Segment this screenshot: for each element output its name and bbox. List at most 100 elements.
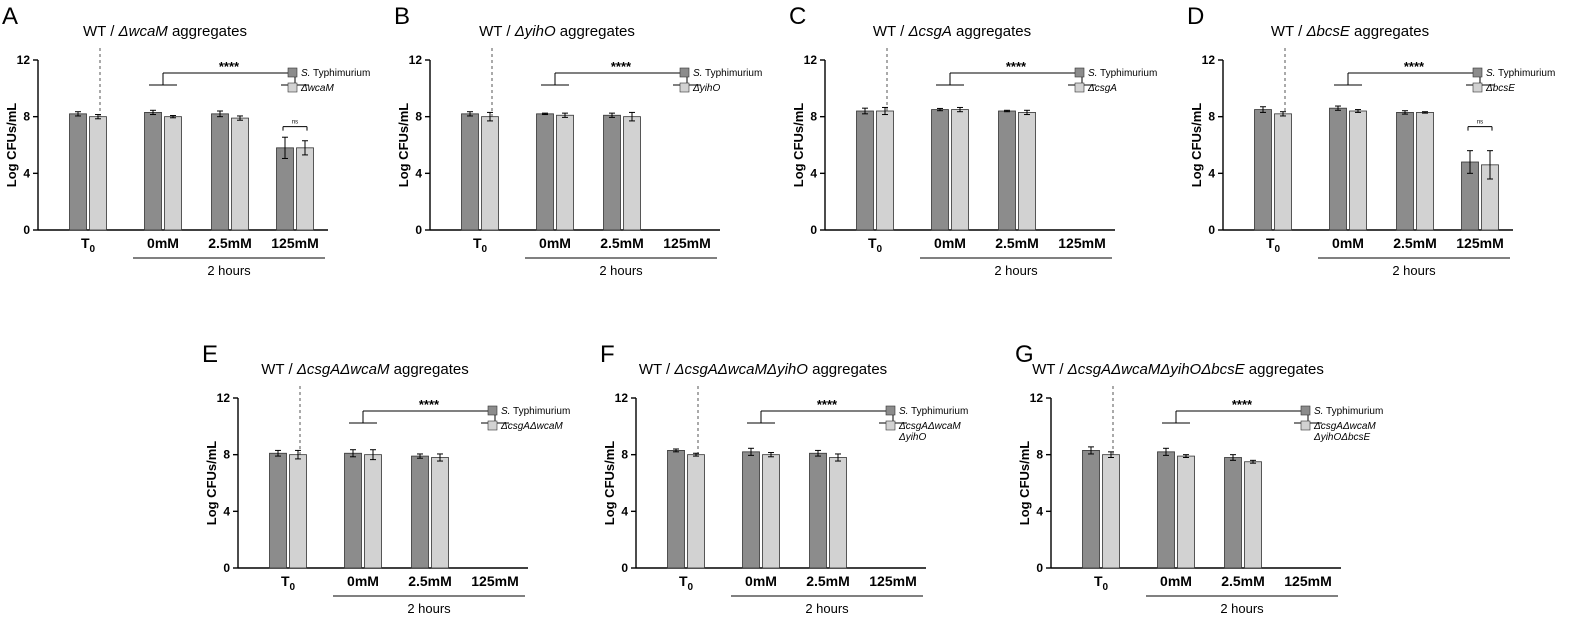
bar: [951, 109, 969, 231]
panel-letter: B: [394, 3, 410, 30]
y-axis-label: Log CFUs/mL: [1017, 441, 1032, 526]
bar: [1274, 113, 1292, 231]
bar: [1018, 112, 1036, 231]
x-tick-label: 2.5mM: [408, 573, 452, 589]
bar: [931, 109, 949, 231]
y-tick-label: 0: [621, 561, 628, 575]
x-tick-sub: 0: [90, 244, 96, 255]
legend-plain: Typhimurium: [1323, 406, 1383, 417]
x-tick-label: 0mM: [1160, 573, 1192, 589]
bar: [536, 113, 554, 231]
bar: [1416, 112, 1434, 231]
significance-stars: ****: [817, 397, 838, 412]
title-segment: aggregates: [1245, 361, 1324, 378]
title-segment: aggregates: [556, 23, 635, 40]
panel-letter: D: [1187, 3, 1204, 30]
y-tick-label: 12: [217, 391, 231, 405]
legend-swatch: [679, 67, 690, 78]
bar: [431, 457, 449, 569]
legend-label: S. Typhimurium: [301, 68, 370, 79]
panel-letter: E: [202, 341, 218, 368]
bar: [809, 452, 827, 569]
bar: [276, 147, 294, 231]
group-label: 2 hours: [1220, 601, 1264, 616]
y-tick-label: 0: [23, 223, 30, 237]
y-tick-label: 0: [1036, 561, 1043, 575]
legend-swatch: [1300, 405, 1311, 416]
title-segment: WT /: [83, 23, 119, 40]
bar: [289, 454, 307, 569]
x-tick-label: 125mM: [869, 573, 916, 589]
legend-swatch: [287, 67, 298, 78]
x-tick-main: T: [473, 235, 482, 251]
bar: [344, 452, 362, 569]
panel-letter: G: [1015, 341, 1034, 368]
bar: [687, 454, 705, 569]
y-tick-label: 12: [409, 53, 423, 67]
x-tick-label: T0: [473, 235, 488, 255]
x-tick-label: 0mM: [934, 235, 966, 251]
x-tick-sub: 0: [1275, 244, 1281, 255]
x-tick-label: 125mM: [471, 573, 518, 589]
y-tick-label: 8: [1036, 448, 1043, 462]
x-tick-label: T0: [81, 235, 96, 255]
legend-label: ΔbcsE: [1485, 83, 1515, 94]
significance-stars: ****: [1006, 59, 1027, 74]
y-tick-label: 4: [415, 166, 422, 180]
title-segment: aggregates: [168, 23, 247, 40]
legend-italic: S.: [693, 68, 702, 79]
title-segment: ΔcsgAΔwcaM: [296, 361, 390, 378]
y-tick-label: 8: [415, 110, 422, 124]
x-tick-label: 125mM: [271, 235, 318, 251]
group-label: 2 hours: [1392, 263, 1436, 278]
y-tick-label: 4: [1036, 504, 1043, 518]
bar: [556, 114, 574, 231]
x-tick-label: 0mM: [539, 235, 571, 251]
x-tick-label: T0: [1094, 573, 1109, 593]
bar: [856, 110, 874, 231]
bar: [231, 117, 249, 231]
bar: [998, 110, 1016, 231]
legend-italic: S.: [301, 68, 310, 79]
chart-title: WT / ΔcsgAΔwcaMΔyihO aggregates: [639, 361, 887, 378]
x-tick-label: 0mM: [745, 573, 777, 589]
x-tick-sub: 0: [290, 582, 296, 593]
x-tick-main: T: [281, 573, 290, 589]
bar: [1102, 454, 1120, 569]
chart-panel-g: GWT / ΔcsgAΔwcaMΔyihOΔbcsE aggregates 0 4 8…: [1015, 341, 1383, 616]
y-axis-label: Log CFUs/mL: [396, 103, 411, 188]
chart-title: WT / ΔcsgAΔwcaMΔyihOΔbcsE aggregates: [1032, 361, 1324, 378]
chart-panel-e: E WT / ΔcsgAΔwcaM aggregates 0 4 8 12 Log CFUs…: [202, 341, 570, 616]
legend-label: ΔcsgAΔwcaM: [500, 421, 563, 432]
legend-italic: S.: [899, 406, 908, 417]
y-tick-label: 8: [621, 448, 628, 462]
bar: [1244, 461, 1262, 569]
y-axis-label: Log CFUs/mL: [1189, 103, 1204, 188]
title-segment: ΔcsgAΔwcaMΔyihOΔbcsE: [1067, 361, 1246, 378]
legend-swatch: [1472, 67, 1483, 78]
panel-letter: C: [789, 3, 806, 30]
x-tick-label: T0: [868, 235, 883, 255]
y-tick-label: 8: [810, 110, 817, 124]
y-axis-label: Log CFUs/mL: [602, 441, 617, 526]
x-tick-label: 2.5mM: [995, 235, 1039, 251]
y-tick-label: 4: [23, 166, 30, 180]
x-tick-label: 125mM: [1456, 235, 1503, 251]
bar: [164, 116, 182, 231]
legend-label: ΔcsgA: [1087, 83, 1117, 94]
legend-label: S. Typhimurium: [1314, 406, 1383, 417]
x-tick-label: 2.5mM: [600, 235, 644, 251]
x-tick-main: T: [1266, 235, 1275, 251]
chart-title: WT / ΔyihO aggregates: [479, 23, 635, 40]
chart-title: WT / ΔwcaM aggregates: [83, 23, 247, 40]
y-tick-label: 4: [223, 504, 230, 518]
bar: [144, 112, 162, 231]
bar: [296, 147, 314, 231]
x-tick-label: 125mM: [1284, 573, 1331, 589]
bar: [623, 116, 641, 231]
y-tick-label: 8: [1208, 110, 1215, 124]
x-tick-sub: 0: [877, 244, 883, 255]
bar: [1254, 109, 1272, 231]
